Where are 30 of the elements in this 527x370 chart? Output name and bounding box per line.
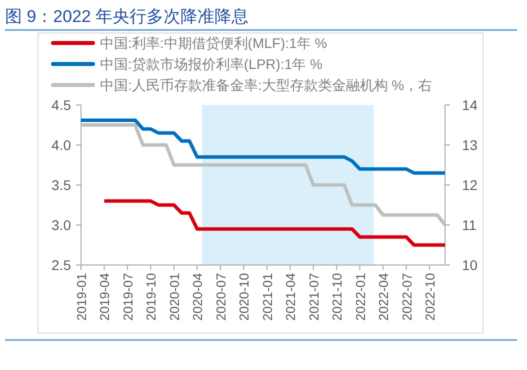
x-tick-label: 2021-07	[306, 273, 322, 321]
x-tick-label: 2019-04	[97, 273, 112, 321]
chart-title: 图 9：2022 年央行多次降准降息	[5, 7, 249, 26]
y2-tick-label: 14	[462, 97, 478, 113]
y-tick-label: 4.0	[52, 137, 72, 153]
y2-tick-label: 13	[462, 137, 478, 153]
x-tick-label: 2022-01	[352, 273, 368, 321]
x-tick-label: 2019-10	[144, 273, 159, 321]
y-tick-label: 3.0	[52, 217, 72, 233]
x-tick-label: 2021-04	[283, 273, 298, 321]
y-tick-label: 4.5	[52, 97, 72, 113]
legend-label: 中国:人民币存款准备金率:大型存款类金融机构 %，右	[100, 77, 432, 93]
x-tick-label: 2019-01	[74, 273, 89, 321]
legend-label: 中国:利率:中期借贷便利(MLF):1年 %	[100, 35, 328, 51]
x-tick-label: 2021-01	[260, 273, 275, 321]
x-tick-label: 2019-07	[120, 273, 136, 321]
y2-tick-label: 11	[462, 217, 477, 233]
x-tick-label: 2022-10	[422, 273, 438, 321]
x-tick-label: 2020-07	[213, 273, 228, 321]
x-tick-label: 2020-10	[236, 273, 252, 321]
x-tick-label: 2020-04	[190, 273, 206, 321]
y2-tick-label: 10	[462, 257, 478, 273]
y-tick-label: 2.5	[52, 257, 72, 273]
legend-label: 中国:贷款市场报价利率(LPR):1年 %	[100, 56, 322, 72]
x-tick-label: 2022-07	[399, 273, 414, 321]
x-tick-label: 2020-01	[166, 273, 182, 321]
y-tick-label: 3.5	[52, 177, 72, 193]
y2-tick-label: 12	[462, 177, 478, 193]
x-tick-label: 2022-04	[376, 273, 392, 321]
x-tick-label: 2021-10	[330, 273, 345, 321]
